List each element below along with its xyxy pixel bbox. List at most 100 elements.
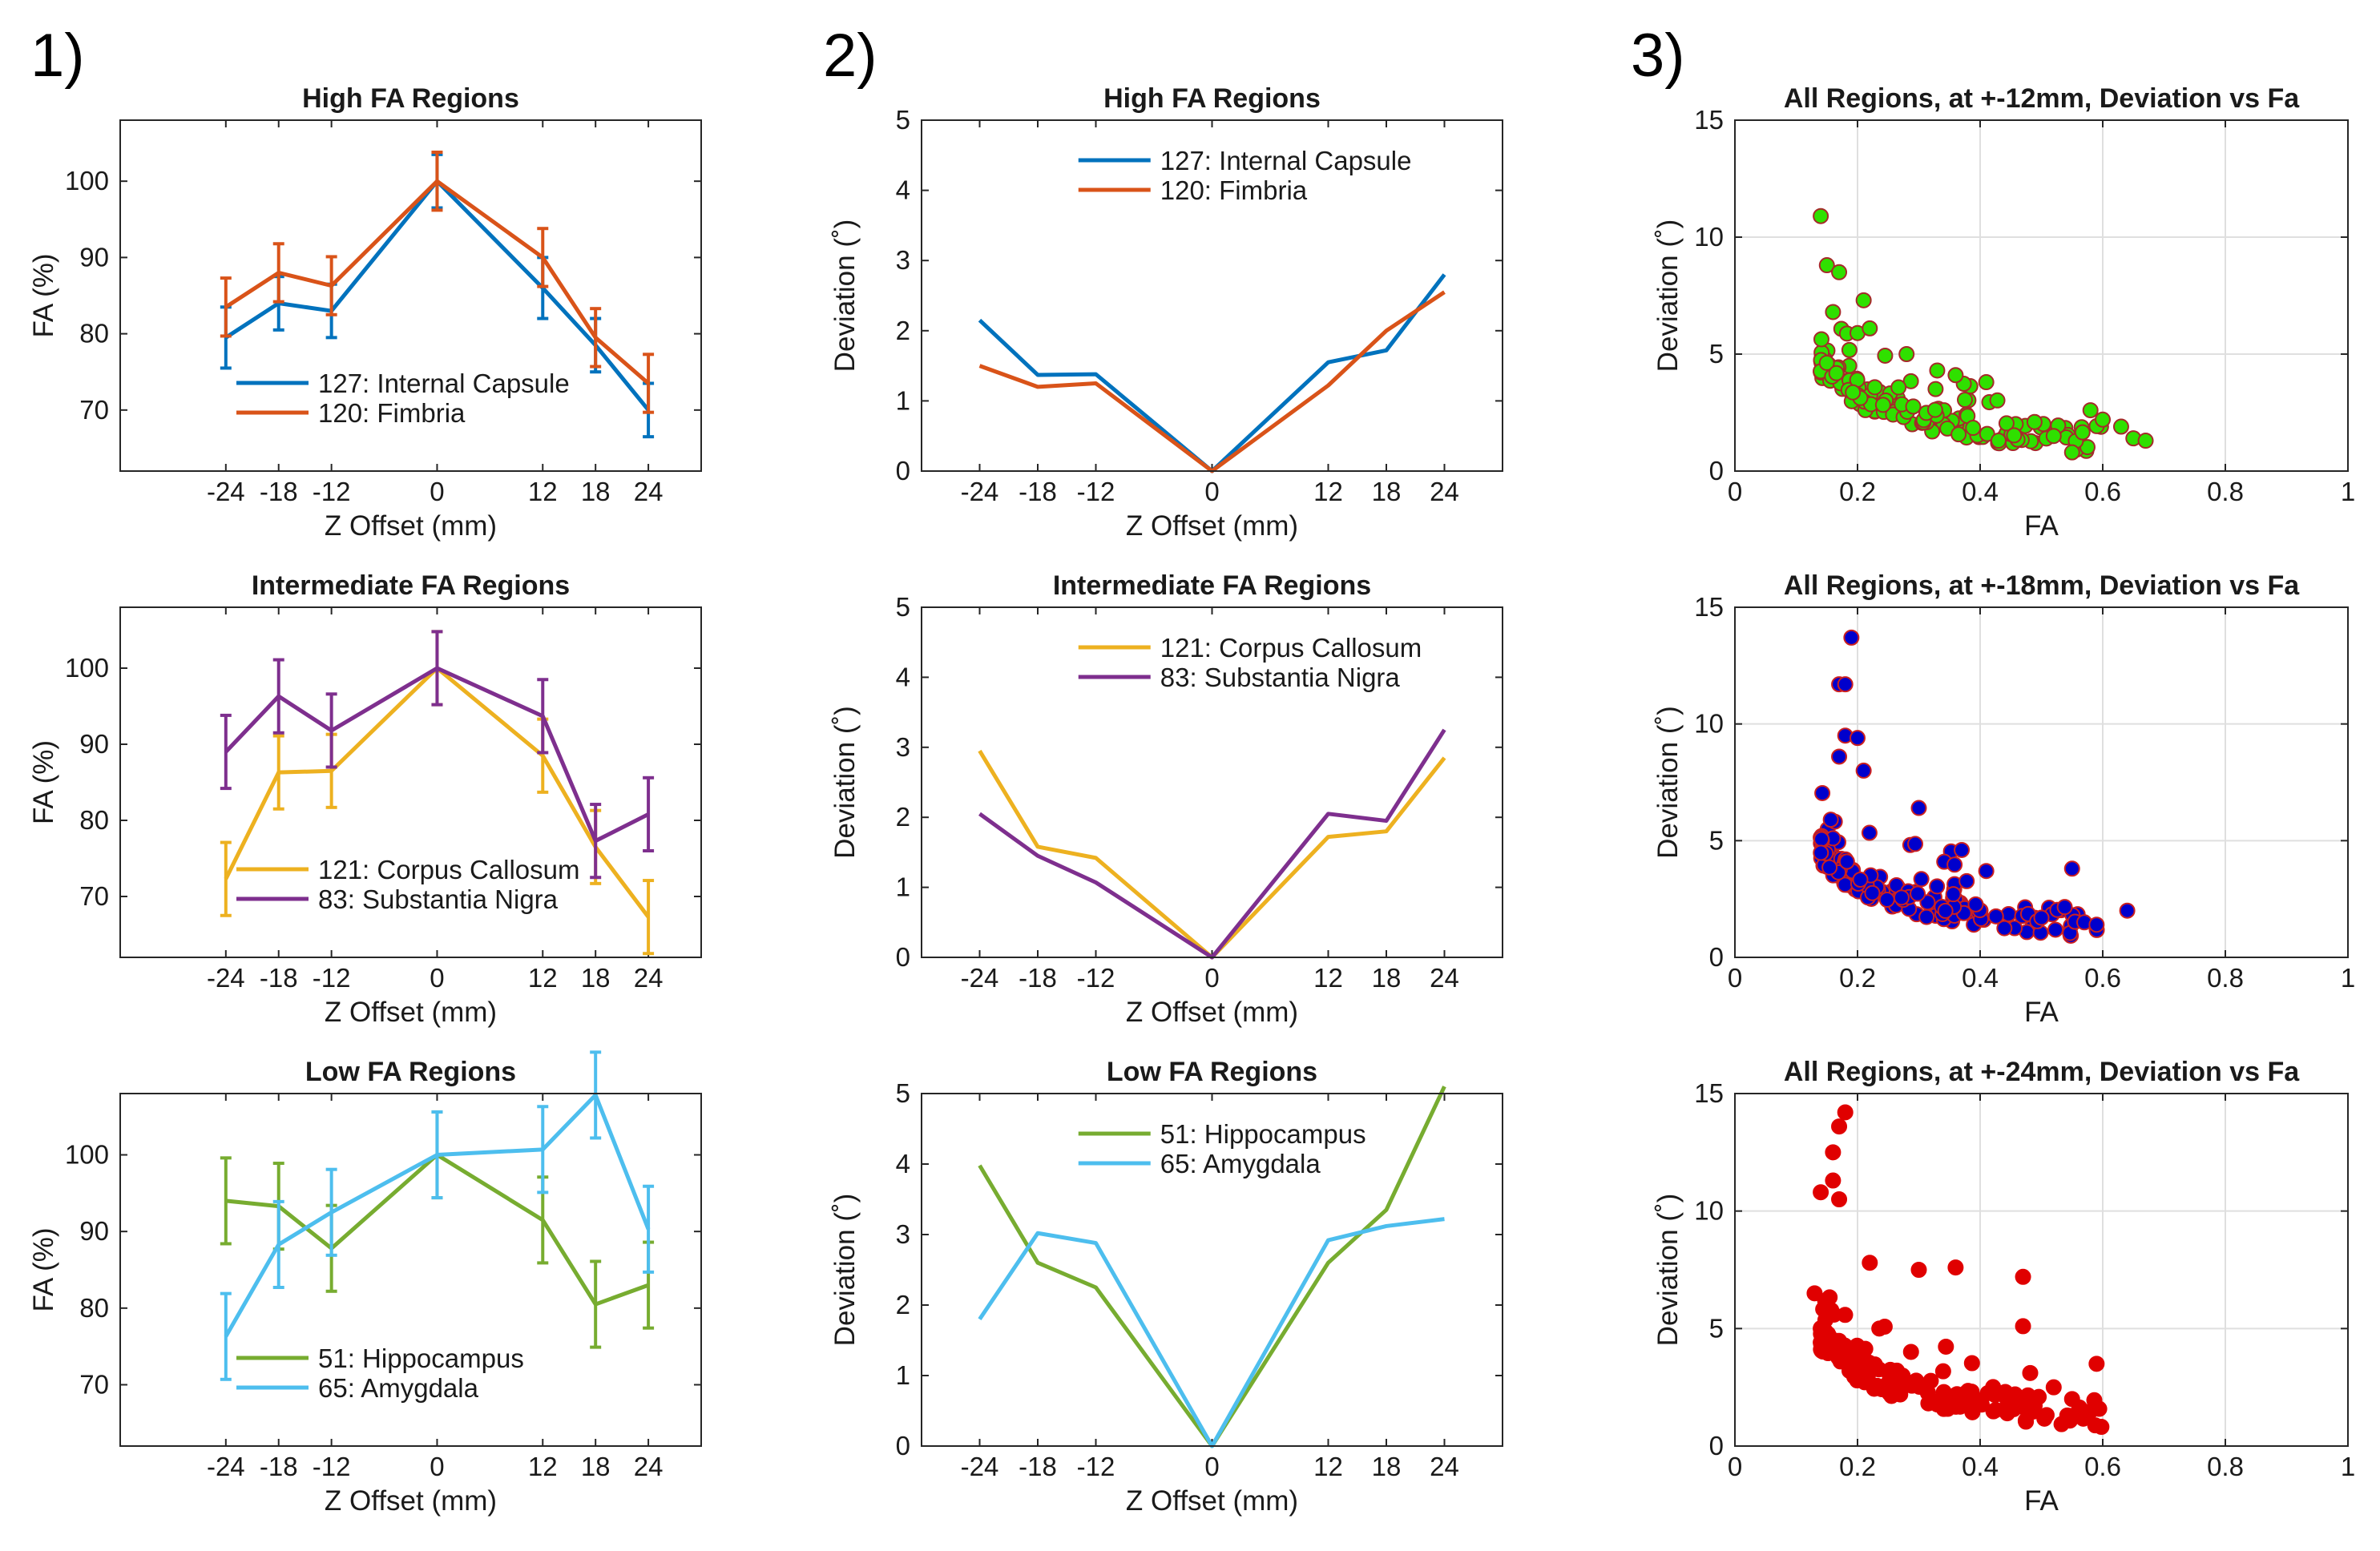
y-axis-label: Deviation (˚) — [829, 1194, 861, 1347]
data-point — [1919, 1384, 1936, 1401]
data-point — [1857, 1340, 1874, 1357]
x-tick-label: -18 — [1019, 963, 1057, 993]
x-tick-label: -12 — [313, 963, 351, 993]
data-point — [2018, 1413, 2035, 1430]
chart-title: Intermediate FA Regions — [1053, 570, 1371, 601]
data-point — [1862, 1255, 1878, 1271]
x-tick-label: -18 — [260, 963, 298, 993]
x-tick-label: 18 — [581, 963, 611, 993]
y-tick-label: 0 — [1709, 942, 1724, 972]
x-tick-label: 18 — [581, 1452, 611, 1481]
y-tick-label: 1 — [896, 1360, 910, 1390]
data-point — [1947, 1259, 1964, 1276]
data-point — [1974, 1396, 1991, 1413]
y-tick-label: 3 — [896, 1219, 910, 1249]
panel-label-2: 2) — [823, 22, 877, 90]
data-point — [1818, 354, 1835, 371]
chart-title: All Regions, at +-24mm, Deviation vs Fa — [1784, 1057, 2300, 1087]
x-tick-label: 0.4 — [1962, 477, 1999, 506]
y-tick-label: 5 — [1709, 339, 1724, 369]
y-tick-label: 90 — [79, 1216, 109, 1246]
chart-title: All Regions, at +-12mm, Deviation vs Fa — [1784, 83, 2300, 114]
data-point — [1831, 1118, 1848, 1135]
plot-area — [922, 1094, 1503, 1446]
data-point — [2045, 1379, 2062, 1396]
data-point — [1813, 207, 1829, 224]
data-point — [1900, 1376, 1917, 1392]
plot-area — [922, 120, 1503, 471]
data-point — [1989, 392, 2006, 409]
legend-label: 127: Internal Capsule — [318, 369, 570, 398]
data-point — [1866, 1380, 1882, 1397]
data-point — [1877, 347, 1894, 364]
x-tick-label: 0 — [1204, 1452, 1219, 1481]
chart-title: Low FA Regions — [1107, 1057, 1317, 1087]
x-tick-label: -24 — [961, 1452, 999, 1481]
data-point — [2059, 1407, 2075, 1424]
x-tick-label: 0 — [1204, 477, 1219, 506]
x-tick-label: 0.6 — [2084, 477, 2121, 506]
data-point — [1902, 1344, 1919, 1360]
x-axis-label: FA — [2024, 997, 2059, 1028]
x-tick-label: -12 — [313, 477, 351, 506]
data-point — [1828, 365, 1845, 381]
y-tick-label: 100 — [65, 653, 109, 683]
y-axis-label: Deviation (˚) — [1652, 220, 1684, 373]
legend-label: 65: Amygdala — [318, 1373, 479, 1403]
x-tick-label: 24 — [1430, 1452, 1459, 1481]
y-tick-label: 15 — [1694, 105, 1724, 135]
axes-frame — [921, 119, 1503, 472]
x-tick-label: -18 — [1019, 477, 1057, 506]
x-tick-label: 18 — [1372, 1452, 1402, 1481]
y-tick-label: 3 — [896, 245, 910, 275]
data-point — [1864, 884, 1881, 901]
x-axis-label: FA — [2024, 1485, 2059, 1517]
data-point — [1821, 859, 1838, 876]
panel-label-3: 3) — [1631, 22, 1685, 90]
x-axis-label: Z Offset (mm) — [325, 510, 497, 542]
data-point — [1927, 381, 1944, 397]
x-tick-label: -12 — [1077, 1452, 1115, 1481]
chart-fa-low: -24 -18 -12 0 12 18 24 70 80 90 100 Low FA Regions Z… — [28, 1050, 702, 1517]
data-point — [1870, 1361, 1887, 1378]
data-point — [2137, 433, 2154, 449]
y-tick-label: 10 — [1694, 709, 1724, 739]
x-tick-label: -24 — [207, 477, 245, 506]
x-tick-label: 0 — [1728, 477, 1742, 506]
legend-label: 65: Amygdala — [1160, 1149, 1321, 1178]
x-tick-label: 0.4 — [1962, 963, 1999, 993]
data-point — [1926, 401, 1943, 418]
y-tick-label: 90 — [79, 729, 109, 759]
y-tick-label: 70 — [79, 881, 109, 911]
x-tick-label: -24 — [961, 963, 999, 993]
x-tick-label: 0.2 — [1839, 1452, 1876, 1481]
x-tick-label: -12 — [1077, 477, 1115, 506]
axes-frame — [119, 606, 702, 958]
chart-title: All Regions, at +-18mm, Deviation vs Fa — [1784, 570, 2300, 601]
data-point — [1831, 264, 1848, 280]
data-point — [1938, 1338, 1954, 1355]
x-tick-label: 0.8 — [2207, 963, 2244, 993]
legend-label: 83: Substantia Nigra — [318, 884, 559, 914]
data-point — [2015, 1268, 2031, 1285]
data-point — [1957, 392, 1974, 409]
y-tick-label: 4 — [896, 175, 910, 205]
chart-fa-high: -24 -18 -12 0 12 18 24 70 80 90 100 High FA Regions… — [28, 83, 702, 542]
data-point — [2047, 921, 2064, 938]
data-point — [1814, 1343, 1831, 1360]
y-tick-label: 5 — [1709, 825, 1724, 855]
data-point — [1813, 1184, 1829, 1201]
y-tick-label: 10 — [1694, 222, 1724, 252]
y-tick-label: 80 — [79, 805, 109, 835]
data-point — [1813, 844, 1829, 861]
legend-label: 121: Corpus Callosum — [1160, 633, 1422, 663]
data-point — [1818, 257, 1835, 274]
data-point — [2026, 413, 2043, 430]
data-point — [1910, 800, 1927, 816]
x-tick-label: -24 — [207, 963, 245, 993]
data-point — [2007, 1386, 2023, 1403]
x-axis-label: FA — [2024, 510, 2059, 542]
x-tick-label: 0.4 — [1962, 1452, 1999, 1481]
